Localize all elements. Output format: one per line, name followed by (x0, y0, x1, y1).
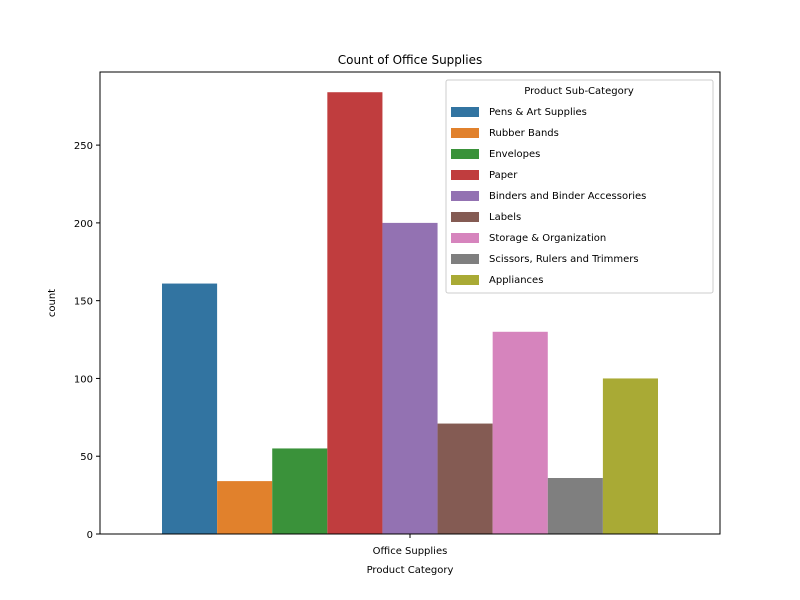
legend-frame (445, 79, 714, 294)
legend-title: Product Sub-Category (524, 86, 634, 97)
bar-binders-and-binder-accessories (382, 222, 438, 534)
legend-swatch (451, 191, 479, 201)
bar-scissors-rulers-and-trimmers (547, 478, 603, 534)
legend-entry-label: Storage & Organization (489, 233, 606, 244)
x-axis: Office Supplies (373, 534, 448, 557)
legend-entry-label: Paper (489, 170, 518, 181)
legend-entry-label: Binders and Binder Accessories (489, 191, 646, 202)
x-tick-label: Office Supplies (373, 546, 448, 557)
legend-swatch (451, 107, 479, 117)
bars-group (162, 92, 658, 534)
legend-swatch (451, 170, 479, 180)
bar-envelopes (272, 448, 328, 534)
legend-swatch (451, 149, 479, 159)
legend-entry-label: Appliances (489, 275, 543, 286)
y-tick-label: 100 (74, 374, 93, 385)
y-axis: 0 50 100 150 200 250 (74, 141, 100, 541)
legend-swatch (451, 275, 479, 285)
chart-title: Count of Office Supplies (338, 53, 482, 67)
legend-entry-label: Scissors, Rulers and Trimmers (489, 254, 639, 265)
legend-swatch (451, 212, 479, 222)
legend-entry-label: Envelopes (489, 149, 540, 160)
legend-swatch (451, 233, 479, 243)
legend-entry-label: Pens & Art Supplies (489, 107, 587, 118)
bar-labels (437, 423, 493, 534)
x-axis-title: Product Category (367, 565, 454, 576)
legend-swatch (451, 128, 479, 138)
legend-entry-label: Rubber Bands (489, 128, 559, 139)
y-tick-label: 250 (74, 141, 93, 152)
y-tick-label: 50 (80, 452, 93, 463)
bar-rubber-bands (217, 481, 273, 534)
bar-storage-organization (492, 331, 548, 534)
legend: Product Sub-Category Pens & Art Supplies… (445, 79, 714, 294)
bar-paper (327, 92, 383, 534)
y-tick-label: 150 (74, 297, 93, 308)
y-axis-title: count (47, 289, 58, 317)
bar-pens-art-supplies (162, 283, 218, 534)
legend-swatch (451, 254, 479, 264)
bar-appliances (602, 378, 658, 534)
y-tick-label: 200 (74, 219, 93, 230)
legend-entry-label: Labels (489, 212, 521, 223)
y-tick-label: 0 (87, 530, 93, 541)
